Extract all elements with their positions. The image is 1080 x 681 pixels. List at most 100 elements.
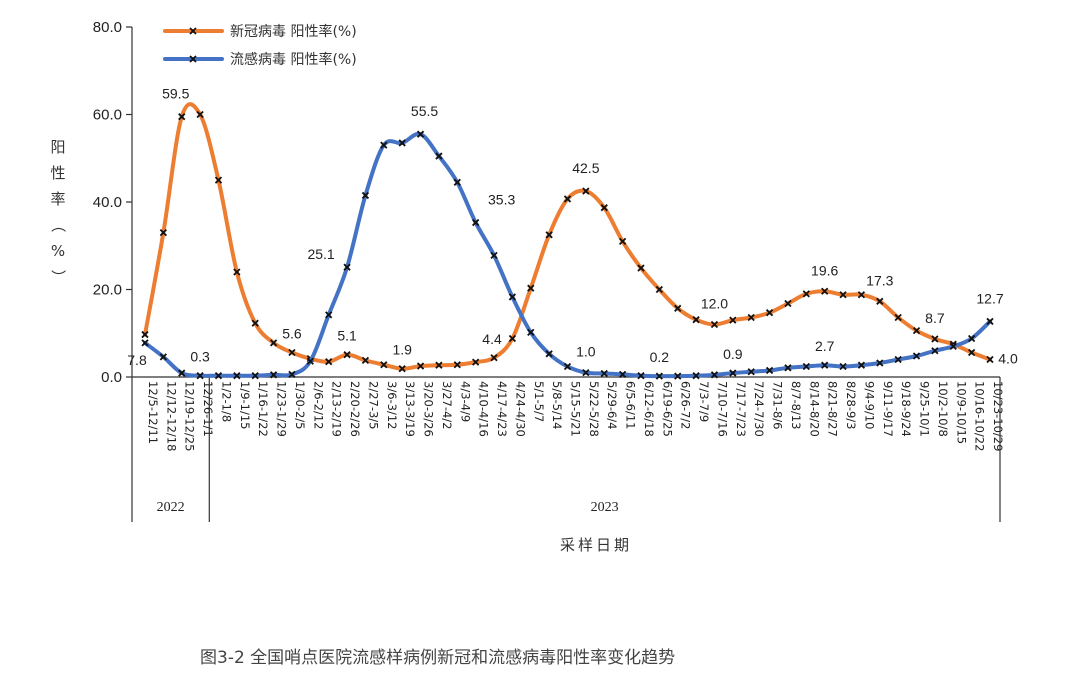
data-point-marker (876, 359, 884, 367)
x-tick-label: 3/6-3/12 (385, 381, 399, 429)
data-point-marker (802, 362, 810, 371)
data-point-marker (416, 130, 425, 138)
x-tick-label: 10/2-10/8 (936, 381, 950, 437)
x-tick-label: 9/11-9/17 (881, 381, 895, 437)
data-point-marker (380, 141, 388, 149)
data-point-marker (729, 369, 737, 377)
data-point-marker (784, 299, 792, 308)
legend-label: 新冠病毒 阳性率(%) (230, 23, 357, 40)
y-axis-label-char: ） (49, 269, 67, 284)
data-label: 19.6 (811, 262, 838, 278)
data-point-marker (986, 355, 994, 364)
data-point-marker (361, 356, 370, 365)
data-point-marker (729, 316, 737, 324)
data-point-marker (416, 362, 425, 370)
data-point-marker (178, 369, 186, 377)
y-axis-label-char: 性 (50, 164, 65, 182)
x-tick-label: 6/19-6/25 (660, 381, 674, 437)
data-point-marker (343, 351, 351, 359)
data-label: 1.9 (392, 342, 412, 358)
data-point-marker (600, 204, 608, 212)
data-label: 5.6 (282, 326, 302, 342)
y-tick-label: 40.0 (93, 194, 122, 211)
data-point-marker (325, 311, 333, 319)
year-label: 2023 (591, 500, 619, 515)
data-point-marker (159, 353, 168, 361)
data-label: 0.2 (650, 349, 670, 365)
data-point-marker (876, 297, 884, 305)
x-tick-label: 4/3-4/9 (458, 381, 472, 422)
legend-label: 流感病毒 阳性率(%) (230, 51, 357, 68)
data-label: 59.5 (162, 86, 189, 102)
x-tick-label: 1/9-1/15 (238, 381, 252, 429)
data-point-marker (949, 342, 957, 351)
y-axis-label-char: （ (49, 217, 67, 232)
data-label: 35.3 (488, 192, 515, 208)
data-label: 0.9 (723, 346, 743, 362)
data-label: 8.7 (925, 310, 945, 326)
data-point-marker (251, 372, 259, 380)
data-point-marker (269, 371, 278, 379)
x-tick-label: 9/18-9/24 (899, 381, 913, 437)
x-tick-label: 5/22-5/28 (587, 381, 601, 437)
x-tick-label: 2/13-2/19 (330, 381, 344, 437)
year-label: 2022 (157, 500, 185, 515)
data-point-marker (857, 291, 866, 299)
x-tick-label: 12/26-1/1 (201, 381, 215, 437)
x-tick-label: 8/14-8/20 (807, 381, 821, 437)
data-point-marker (931, 335, 939, 343)
x-tick-label: 9/4-9/10 (862, 381, 876, 429)
x-tick-label: 5/15-5/21 (569, 381, 583, 437)
x-tick-label: 10/23-10/29 (991, 381, 1005, 451)
x-tick-label: 6/26-7/2 (679, 381, 693, 429)
x-tick-label: 5/29-6/4 (605, 381, 619, 429)
y-axis-label-char: 率 (50, 190, 65, 208)
data-point-marker (269, 339, 278, 347)
x-tick-label: 1/30-2/5 (293, 381, 307, 429)
data-point-marker (214, 176, 223, 184)
data-point-marker (233, 268, 241, 276)
data-point-marker (325, 358, 333, 366)
data-point-marker (784, 364, 792, 372)
data-point-marker (618, 370, 627, 379)
x-tick-label: 5/1-5/7 (532, 381, 546, 422)
x-tick-label: 12/12-12/18 (164, 381, 178, 451)
data-label: 42.5 (572, 160, 599, 176)
data-point-marker (765, 309, 774, 317)
data-point-marker (196, 372, 204, 380)
data-point-marker (637, 372, 645, 380)
y-tick-label: 80.0 (93, 19, 122, 36)
data-point-marker (233, 372, 241, 380)
data-point-marker (563, 195, 572, 203)
x-tick-label: 7/10-7/16 (715, 381, 729, 437)
data-label: 0.3 (190, 349, 210, 365)
data-label: 2.7 (815, 338, 835, 354)
x-tick-label: 10/16-10/22 (973, 381, 987, 451)
line-chart: 0.0 20.0 40.0 60.0 80.0 阳性率 （% ） 12/5-12/11 12/12… (49, 19, 1018, 554)
data-label: 5.1 (337, 328, 357, 344)
data-point-marker (435, 152, 443, 160)
data-point-marker (582, 187, 590, 195)
legend-marker (189, 55, 197, 63)
data-point-marker (141, 330, 149, 339)
x-tick-label: 2/20-2/26 (348, 381, 362, 437)
data-point-marker (747, 368, 755, 376)
data-point-marker (967, 348, 976, 357)
data-point-marker (912, 352, 921, 360)
figure-caption: 图3-2 全国哨点医院流感样病例新冠和流感病毒阳性率变化趋势 (200, 648, 676, 668)
data-point-marker (839, 362, 847, 371)
data-point-marker (159, 228, 168, 237)
data-point-marker (582, 368, 590, 377)
data-point-marker (747, 313, 755, 322)
data-point-marker (710, 320, 719, 329)
data-label: 17.3 (866, 272, 893, 288)
data-point-marker (527, 284, 535, 292)
x-tick-label: 4/10-4/16 (477, 381, 491, 437)
x-tick-label: 1/23-1/29 (275, 381, 289, 437)
data-label: 12.7 (976, 290, 1003, 306)
data-point-marker (472, 358, 480, 366)
data-point-marker (508, 334, 517, 343)
data-point-marker (380, 361, 388, 369)
data-point-marker (288, 370, 296, 379)
x-tick-label: 8/28-9/3 (844, 381, 858, 429)
